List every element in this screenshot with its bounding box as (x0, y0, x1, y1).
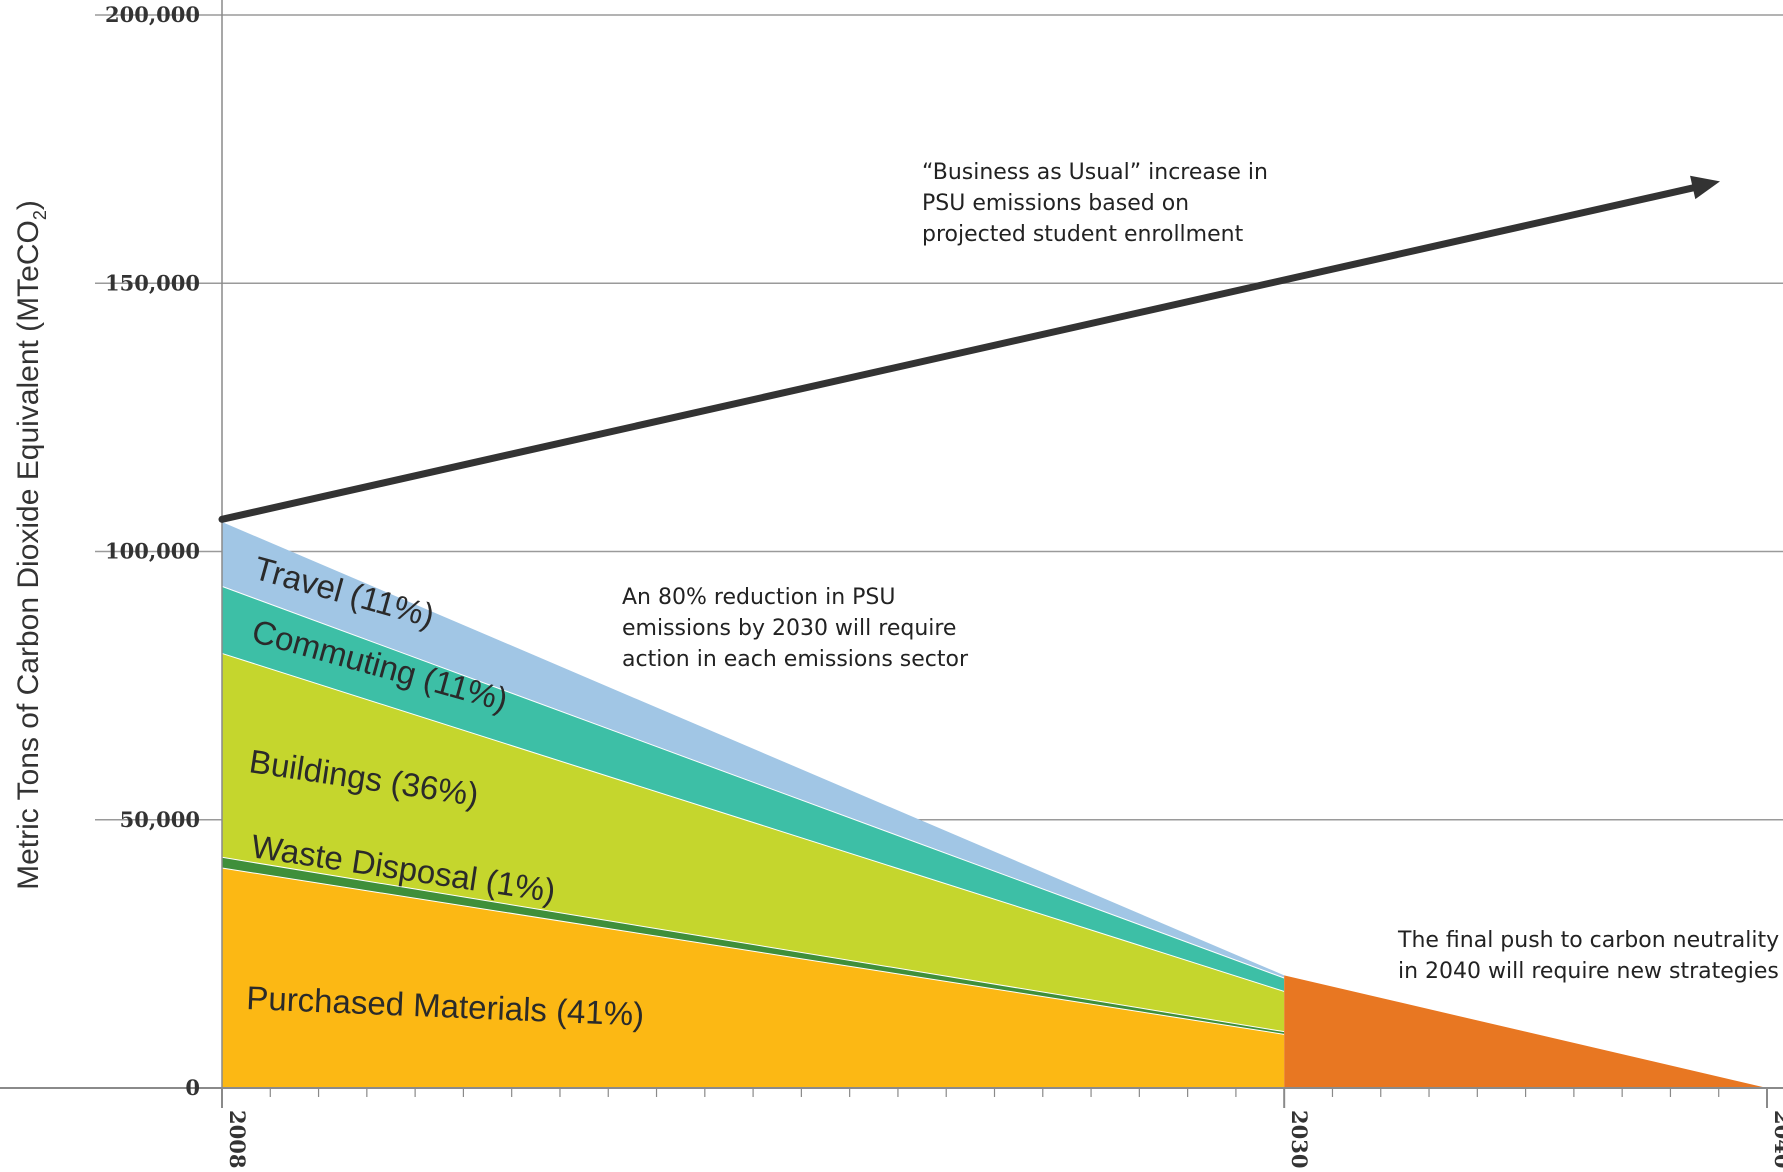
waste-disposal-area (222, 857, 1285, 1035)
annotation-line: action in each emissions sector (622, 647, 969, 672)
axes (0, 0, 1783, 1108)
annotation-line: The final push to carbon neutrality (1397, 928, 1779, 953)
annotation: The final push to carbon neutrality in 20… (1397, 928, 1779, 984)
bau-line (218, 182, 1704, 523)
annotation-line: emissions by 2030 will require (622, 616, 956, 641)
bau-arrowhead (1690, 175, 1720, 200)
travel-area (222, 521, 1285, 979)
y-tick-label: 100,000 (105, 539, 200, 564)
y-axis-title: Metric Tons of Carbon Dioxide Equivalent… (12, 200, 50, 890)
annotation-line: in 2040 will require new strategies (1398, 959, 1779, 984)
annotation-line: PSU emissions based on (922, 191, 1189, 216)
y-tick-label: 150,000 (105, 270, 200, 295)
annotations: “Business as Usual” increase in PSU emiss… (622, 160, 1779, 984)
commuting-area (222, 586, 1285, 992)
final-push-area (1284, 975, 1767, 1088)
stacked-areas (221, 521, 1767, 1088)
y-tick-label: 0 (185, 1075, 200, 1100)
annotation-line: “Business as Usual” increase in (922, 160, 1268, 185)
tick-labels: 0 50,000 100,000 150,000 200,000 2008 2030 2040 (105, 2, 1783, 1168)
band-seam (221, 652, 1285, 992)
y-tick-label: 50,000 (120, 807, 200, 832)
annotation-line: An 80% reduction in PSU (622, 585, 896, 610)
y-tick-label: 200,000 (105, 2, 200, 27)
x-tick-label: 2008 (225, 1110, 250, 1168)
business-as-usual-arrow (218, 175, 1720, 523)
annotation-line: projected student enrollment (922, 222, 1244, 247)
buildings-area (222, 653, 1285, 1032)
annotation: An 80% reduction in PSU emissions by 2030… (622, 585, 969, 672)
band-seam (221, 856, 1285, 1033)
band-seam (221, 585, 1285, 979)
annotation: “Business as Usual” increase in PSU emiss… (922, 160, 1268, 247)
purchased-materials-area (222, 868, 1285, 1088)
x-tick-label: 2030 (1287, 1110, 1312, 1168)
x-tick-label: 2040 (1770, 1110, 1783, 1168)
band-seam (221, 867, 1285, 1035)
